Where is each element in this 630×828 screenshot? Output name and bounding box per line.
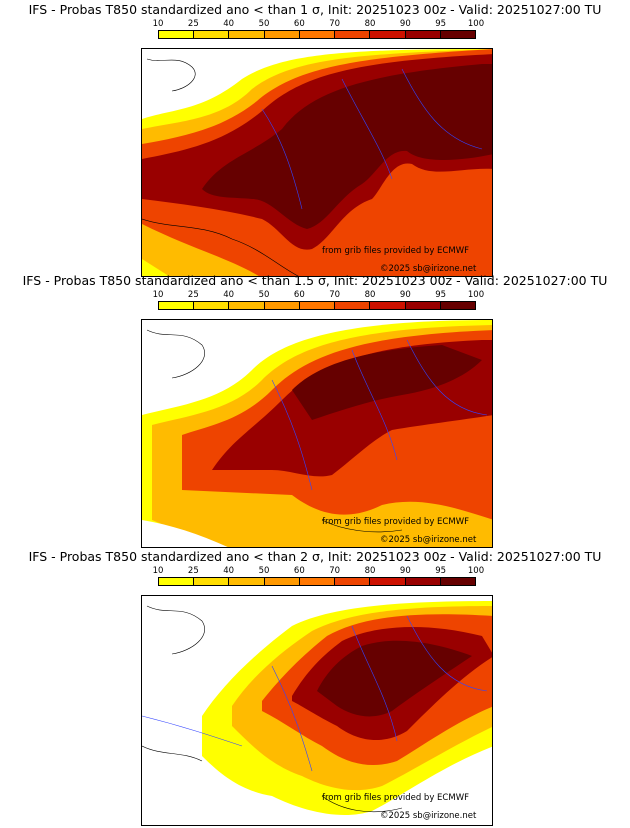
legend-tick-label: 25 [187,19,199,29]
colorbar-cell [299,31,336,38]
colorbar-cell [299,578,336,585]
colorbar-cell [229,302,265,309]
legend-tick-label: 40 [223,290,235,300]
legend-tick-label: 95 [435,19,447,29]
colorbar [158,30,476,39]
borders [261,68,483,210]
colorbar-cell [405,302,441,309]
colorbar-cell [370,302,406,309]
colorbar-cell [335,31,371,38]
colorbar-cell [194,31,230,38]
coastline [142,58,299,276]
map-svg [142,320,492,547]
data-credit: from grib files provided by ECMWF [322,246,469,256]
coastline [146,329,403,533]
map-svg [142,601,492,816]
colorbar-cell [440,578,475,585]
colorbar [158,577,476,586]
colorbar-cell [264,302,300,309]
coastline [142,605,403,813]
map-panel-2: IFS - Probas T850 standardized ano < tha… [0,271,630,548]
copyright: ©2025 sb@irizone.net [380,811,477,821]
legend-tick-label: 60 [293,19,305,29]
prob-zone-100 [292,345,482,420]
legend-tick-label: 25 [187,290,199,300]
colorbar-cell [440,302,475,309]
land-no-signal [142,320,292,402]
legend-tick-label: 100 [467,566,485,576]
colorbar-cell [335,578,371,585]
legend-tick-label: 70 [329,290,341,300]
legend-tick-label: 10 [152,566,164,576]
colorbar-cell [370,31,406,38]
colorbar-cell [159,31,195,38]
colorbar-cell [194,578,230,585]
legend-tick-label: 100 [467,19,485,29]
legend-tick-label: 100 [467,290,485,300]
legend-tick-label: 95 [435,290,447,300]
legend-tick-label: 90 [399,19,411,29]
panel-title: IFS - Probas T850 standardized ano < tha… [28,2,602,17]
map-panel-3: IFS - Probas T850 standardized ano < tha… [0,547,630,826]
legend-tick-label: 50 [258,290,270,300]
legend-tick-label: 50 [258,19,270,29]
legend-tick-labels: 10 25 40 50 60 70 80 90 95 100 [152,290,497,300]
map-svg [142,49,492,276]
map-panel-1: IFS - Probas T850 standardized ano < tha… [0,0,630,277]
colorbar-cell [159,578,195,585]
colorbar-cell [370,578,406,585]
legend-tick-label: 90 [399,566,411,576]
data-credit: from grib files provided by ECMWF [322,517,469,527]
legend-tick-labels: 10 25 40 50 60 70 80 90 95 100 [152,19,497,29]
legend-tick-label: 10 [152,290,164,300]
colorbar-cell [335,302,371,309]
legend-tick-label: 50 [258,566,270,576]
probability-map [141,48,493,277]
borders [142,615,488,772]
probability-map [141,595,493,826]
colorbar-cell [229,578,265,585]
legend-tick-label: 10 [152,19,164,29]
colorbar-cell [264,31,300,38]
probability-map [141,319,493,548]
colorbar-cell [405,578,441,585]
legend-tick-label: 70 [329,566,341,576]
panel-title: IFS - Probas T850 standardized ano < tha… [28,549,602,564]
legend-tick-label: 80 [364,290,376,300]
legend-tick-label: 70 [329,19,341,29]
colorbar-cell [440,31,475,38]
panel-title: IFS - Probas T850 standardized ano < tha… [22,273,608,288]
colorbar-cell [264,578,300,585]
legend-tick-labels: 10 25 40 50 60 70 80 90 95 100 [152,566,497,576]
prob-zone-100 [202,64,492,229]
copyright: ©2025 sb@irizone.net [380,264,477,274]
copyright: ©2025 sb@irizone.net [380,535,477,545]
borders [271,339,488,491]
legend-tick-label: 80 [364,19,376,29]
colorbar [158,301,476,310]
colorbar-cell [299,302,336,309]
land-no-signal [142,49,262,107]
sea-no-signal [142,520,228,547]
legend-tick-label: 95 [435,566,447,576]
data-credit: from grib files provided by ECMWF [322,793,469,803]
colorbar-cell [405,31,441,38]
legend-tick-label: 60 [293,566,305,576]
legend-tick-label: 60 [293,290,305,300]
legend-tick-label: 40 [223,566,235,576]
legend-tick-label: 25 [187,566,199,576]
colorbar-cell [159,302,195,309]
colorbar-cell [194,302,230,309]
legend-tick-label: 90 [399,290,411,300]
legend-tick-label: 80 [364,566,376,576]
colorbar-cell [229,31,265,38]
legend-tick-label: 40 [223,19,235,29]
